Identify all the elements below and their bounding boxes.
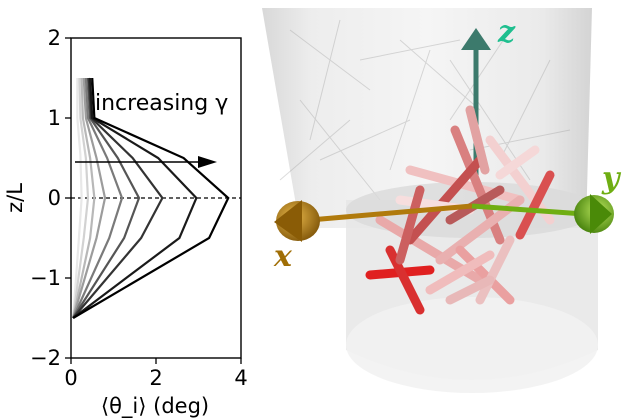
x-axis-label: x <box>273 239 293 274</box>
y-axis-label: y <box>601 161 622 196</box>
series-line-5 <box>72 77 124 319</box>
series-line-3 <box>72 77 96 319</box>
annotation-arrow-head <box>198 156 217 168</box>
y-axis-arrow <box>471 194 614 234</box>
x-axis-label: ⟨θ_i⟩ (deg) <box>101 394 209 419</box>
series-line-8 <box>72 77 198 319</box>
y-tick-label: −1 <box>30 266 61 290</box>
y-tick-label: 0 <box>48 186 61 210</box>
y-axis-label: z/L <box>3 183 27 213</box>
axes: 0 2 4 −2 −1 0 1 2 <box>30 26 248 390</box>
x-axis-arrow <box>274 200 473 242</box>
plot-area <box>71 77 241 319</box>
x-tick-label: 2 <box>149 366 162 390</box>
rod-network-3d-render: z x y <box>262 8 622 393</box>
x-tick-label: 0 <box>64 366 77 390</box>
y-tick-label: 2 <box>48 26 61 50</box>
series-line-6 <box>72 77 141 319</box>
series-line-4 <box>72 77 107 319</box>
red-rod-cluster <box>365 105 555 315</box>
annotation-increasing-gamma: increasing γ <box>95 91 228 116</box>
x-tick-label: 4 <box>234 366 247 390</box>
inner-cylinder-bottom <box>346 297 598 393</box>
series-line-9 <box>72 77 230 319</box>
orientation-profile-chart: 0 2 4 −2 −1 0 1 2 ⟨θ_i⟩ (deg) z/L increasing γ <box>3 26 248 419</box>
y-tick-label: 1 <box>48 106 61 130</box>
background-rod-network <box>279 19 571 201</box>
series-line-2 <box>72 77 90 319</box>
y-tick-label: −2 <box>30 346 61 370</box>
z-axis-label: z <box>497 15 516 50</box>
series-line-1 <box>72 78 83 319</box>
